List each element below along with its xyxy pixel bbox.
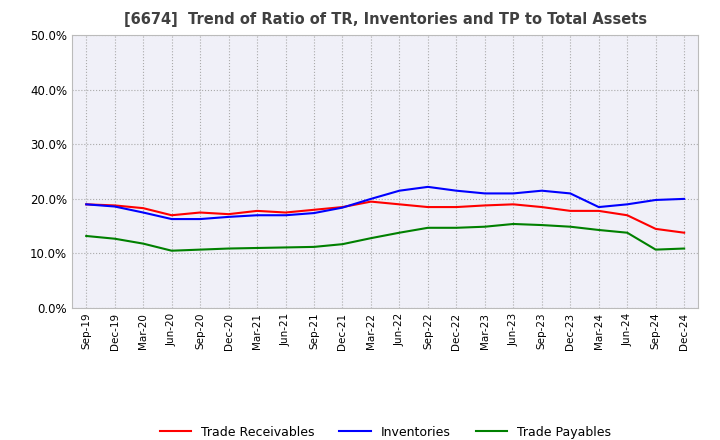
Legend: Trade Receivables, Inventories, Trade Payables: Trade Receivables, Inventories, Trade Pa… [155,421,616,440]
Trade Receivables [566,208,575,213]
Inventories [566,191,575,196]
Trade Receivables [623,213,631,218]
Trade Payables [480,224,489,229]
Trade Payables [253,246,261,251]
Inventories [196,216,204,222]
Inventories [537,188,546,193]
Inventories [452,188,461,193]
Trade Receivables [196,210,204,215]
Trade Receivables [338,205,347,210]
Trade Payables [566,224,575,229]
Line: Inventories: Inventories [86,187,684,219]
Trade Payables [196,247,204,252]
Trade Payables [623,230,631,235]
Inventories [167,216,176,222]
Inventories [338,205,347,210]
Inventories [110,204,119,209]
Inventories [680,196,688,202]
Inventories [652,197,660,202]
Trade Payables [652,247,660,252]
Inventories [282,213,290,218]
Inventories [310,210,318,216]
Inventories [253,213,261,218]
Inventories [225,214,233,220]
Trade Payables [139,241,148,246]
Inventories [423,184,432,190]
Inventories [509,191,518,196]
Trade Payables [310,244,318,249]
Trade Receivables [282,210,290,215]
Trade Receivables [680,230,688,235]
Inventories [82,202,91,207]
Trade Payables [680,246,688,251]
Trade Payables [423,225,432,231]
Trade Payables [167,248,176,253]
Inventories [480,191,489,196]
Line: Trade Payables: Trade Payables [86,224,684,251]
Trade Receivables [253,208,261,213]
Trade Receivables [452,205,461,210]
Trade Receivables [423,205,432,210]
Inventories [395,188,404,193]
Trade Payables [509,221,518,227]
Line: Trade Receivables: Trade Receivables [86,202,684,233]
Trade Payables [366,235,375,241]
Trade Receivables [225,212,233,217]
Trade Receivables [167,213,176,218]
Trade Payables [395,230,404,235]
Trade Payables [110,236,119,242]
Trade Receivables [395,202,404,207]
Trade Receivables [537,205,546,210]
Inventories [366,196,375,202]
Inventories [139,210,148,215]
Trade Receivables [366,199,375,204]
Trade Receivables [652,226,660,231]
Inventories [595,205,603,210]
Trade Payables [282,245,290,250]
Trade Receivables [310,207,318,213]
Inventories [623,202,631,207]
Trade Payables [225,246,233,251]
Trade Payables [537,223,546,228]
Trade Payables [338,242,347,247]
Trade Payables [452,225,461,231]
Trade Receivables [509,202,518,207]
Title: [6674]  Trend of Ratio of TR, Inventories and TP to Total Assets: [6674] Trend of Ratio of TR, Inventories… [124,12,647,27]
Trade Receivables [480,203,489,208]
Trade Receivables [82,202,91,207]
Trade Receivables [595,208,603,213]
Trade Receivables [139,205,148,211]
Trade Payables [82,233,91,238]
Trade Payables [595,227,603,233]
Trade Receivables [110,203,119,208]
